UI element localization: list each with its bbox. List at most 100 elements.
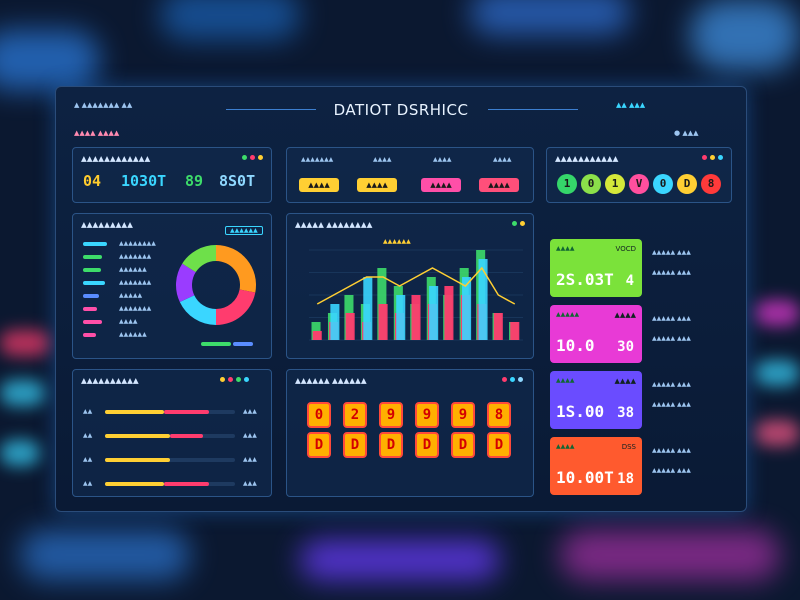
- kpi-panel-title: ▲▲▲▲▲▲▲▲▲▲▲▲: [81, 154, 151, 163]
- chart-callout: ▲▲▲▲▲▲: [383, 238, 411, 245]
- stat-card-side-label: ▲▲▲▲▲ ▲▲▲: [652, 315, 691, 322]
- progress-fill-red: [170, 434, 203, 438]
- donut-legend-bar-1: [201, 342, 231, 346]
- digit-tile: D: [379, 432, 403, 458]
- stat-card-cap2: VOCD: [615, 245, 636, 253]
- donut-slice-1: [216, 245, 256, 293]
- status-pill-4[interactable]: ▲▲▲▲: [479, 178, 519, 192]
- category-list-panel: ▲▲▲▲▲▲▲▲▲ ▲▲▲▲▲▲ ▲▲▲▲▲▲▲▲ ▲▲▲▲▲▲▲ ▲▲▲▲▲▲ ▲▲…: [72, 213, 272, 359]
- progress-fill-yellow: [105, 434, 170, 438]
- chart-bar: [312, 331, 322, 340]
- donut-slice-4: [176, 263, 196, 303]
- stat-card-val: 2S.03T: [556, 270, 614, 289]
- chart-bar: [510, 322, 520, 340]
- circles-panel-dots[interactable]: [702, 155, 723, 160]
- category-bar: [83, 268, 101, 272]
- progress-fill-yellow: [105, 482, 164, 486]
- circle-badge-2: 0: [581, 174, 601, 194]
- progress-row-value: ▲▲▲: [243, 408, 257, 415]
- tiles-panel-dots[interactable]: [502, 377, 523, 382]
- chart-bar: [396, 295, 406, 340]
- category-list-badge[interactable]: ▲▲▲▲▲▲: [225, 226, 263, 235]
- chart-dots[interactable]: [512, 221, 525, 226]
- title-divider-left: [226, 109, 316, 110]
- progress-panel-dots[interactable]: [220, 377, 249, 382]
- pill-header-3: ▲▲▲▲: [433, 156, 452, 163]
- status-pills-panel: ▲▲▲▲▲▲▲ ▲▲▲▲ ▲▲▲▲ ▲▲▲▲ ▲▲▲▲ ▲▲▲▲ ▲▲▲▲ ▲▲…: [286, 147, 534, 203]
- progress-track: [105, 458, 235, 462]
- digit-tile: D: [487, 432, 511, 458]
- progress-row-value: ▲▲▲: [243, 432, 257, 439]
- digit-tile: 9: [415, 402, 439, 428]
- category-label: ▲▲▲▲▲▲▲▲: [119, 240, 156, 247]
- stat-card-val: 10.00T: [556, 468, 614, 487]
- kpi-panel-dots[interactable]: [242, 155, 263, 160]
- category-label: ▲▲▲▲▲: [119, 292, 143, 299]
- category-bar: [83, 294, 99, 298]
- stat-card-1[interactable]: ▲▲▲▲ VOCD 2S.03T 4: [550, 239, 642, 297]
- status-pill-3[interactable]: ▲▲▲▲: [421, 178, 461, 192]
- progress-panel-title: ▲▲▲▲▲▲▲▲▲▲: [81, 376, 139, 385]
- circle-badge-3: 1: [605, 174, 625, 194]
- stat-card-3[interactable]: ▲▲▲▲ ▲▲▲▲ 1S.00 38: [550, 371, 642, 429]
- progress-row-label: ▲▲: [83, 408, 93, 415]
- chart-bar: [462, 277, 472, 340]
- category-bar: [83, 255, 103, 259]
- circle-badge-1: 1: [557, 174, 577, 194]
- category-label: ▲▲▲▲▲▲: [119, 266, 147, 273]
- tiles-panel-title: ▲▲▲▲▲▲ ▲▲▲▲▲▲: [295, 376, 367, 385]
- donut-chart: [176, 245, 256, 325]
- bar-chart-panel: ▲▲▲▲▲ ▲▲▲▲▲▲▲▲ ▲▲▲▲▲▲: [286, 213, 534, 359]
- progress-fill-yellow: [105, 458, 170, 462]
- header-left-text: ▲ ▲▲▲▲▲▲▲ ▲▲: [74, 101, 133, 109]
- circles-panel-title: ▲▲▲▲▲▲▲▲▲▲▲: [555, 154, 619, 163]
- stat-card-cap: ▲▲▲▲▲: [556, 311, 580, 318]
- stat-card-val: 10.0: [556, 336, 595, 355]
- digit-tile: D: [343, 432, 367, 458]
- progress-fill-red: [163, 410, 209, 414]
- status-pill-1[interactable]: ▲▲▲▲: [299, 178, 339, 192]
- category-bar: [83, 333, 96, 337]
- stat-card-val2: 18: [617, 471, 634, 487]
- digit-tile: D: [307, 432, 331, 458]
- chart-bar: [478, 259, 488, 340]
- digit-tile: D: [415, 432, 439, 458]
- category-list-title: ▲▲▲▲▲▲▲▲▲: [81, 220, 133, 229]
- stat-card-cap2: DSS: [621, 443, 636, 451]
- category-label: ▲▲▲▲▲▲▲: [119, 279, 152, 286]
- kpi-panel: ▲▲▲▲▲▲▲▲▲▲▲▲ 04 1030T 89 8S0T: [72, 147, 272, 203]
- progress-fill-red: [163, 482, 209, 486]
- bar-chart: [309, 249, 523, 341]
- progress-row-label: ▲▲: [83, 432, 93, 439]
- category-label: ▲▲▲▲▲▲: [119, 331, 147, 338]
- kpi-value-4: 8S0T: [219, 172, 256, 190]
- stat-card-side-label: ▲▲▲▲▲ ▲▲▲: [652, 249, 691, 256]
- stat-card-4[interactable]: ▲▲▲▲ DSS 10.00T 18: [550, 437, 642, 495]
- stat-card-cap2: ▲▲▲▲: [614, 311, 636, 319]
- stat-card-side-label: ▲▲▲▲▲ ▲▲▲: [652, 447, 691, 454]
- digit-tile: 9: [451, 402, 475, 428]
- stat-card-cap2: ▲▲▲▲: [614, 377, 636, 385]
- category-bar: [83, 242, 107, 246]
- stat-card-val2: 30: [617, 339, 634, 355]
- stat-card-2[interactable]: ▲▲▲▲▲ ▲▲▲▲ 10.0 30: [550, 305, 642, 363]
- header-right-text: ▲▲ ▲▲▲: [616, 101, 646, 109]
- category-bar: [83, 281, 106, 285]
- header-sub-left: ▲▲▲▲ ▲▲▲▲: [74, 129, 120, 137]
- progress-row-value: ▲▲▲: [243, 456, 257, 463]
- chart-bar: [378, 304, 388, 340]
- stat-card-val2: 4: [625, 273, 634, 289]
- kpi-value-2: 1030T: [121, 172, 167, 190]
- donut-slice-5: [182, 245, 216, 273]
- status-pill-2[interactable]: ▲▲▲▲: [357, 178, 397, 192]
- digit-tile: 9: [379, 402, 403, 428]
- kpi-value-1: 04: [83, 172, 102, 190]
- page-title: DATIOT DSRHICC: [333, 101, 469, 119]
- header-sub-right[interactable]: ● ▲▲▲: [674, 129, 699, 137]
- pill-header-2: ▲▲▲▲: [373, 156, 392, 163]
- stat-card-val2: 38: [617, 405, 634, 421]
- chart-bar: [429, 286, 439, 340]
- progress-row-label: ▲▲: [83, 480, 93, 487]
